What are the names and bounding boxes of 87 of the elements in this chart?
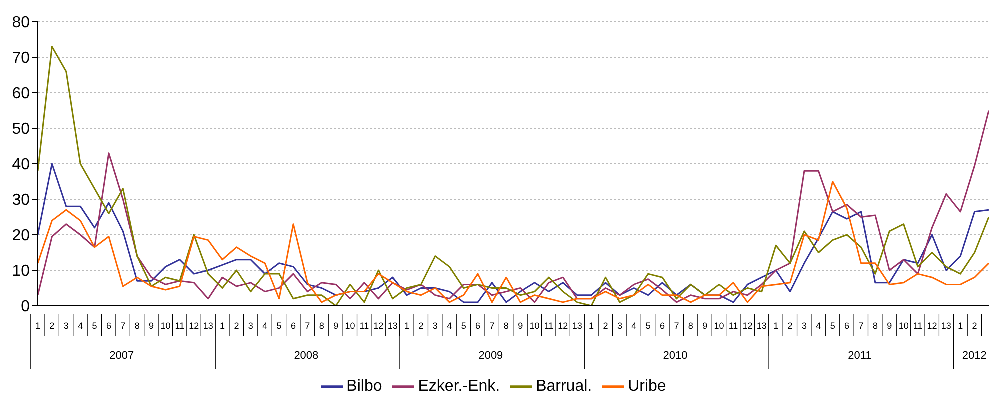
text: 2009 [478, 350, 504, 362]
x-tick-label: 7 [120, 321, 126, 331]
legend-label: Uribe [628, 378, 666, 396]
x-tick-label: 9 [334, 321, 339, 331]
y-tick-label: 80 [12, 14, 30, 32]
x-tick-label: 9 [149, 321, 154, 331]
x-tick-label: 9 [702, 321, 708, 331]
x-tick-label: 6 [106, 321, 112, 331]
x-tick-label: 6 [476, 321, 481, 331]
x-tick-label: 3 [802, 321, 807, 331]
x-tick-label: 12 [558, 321, 568, 331]
x-tick-label: 7 [490, 321, 495, 331]
x-tick-label: 13 [572, 321, 582, 331]
x-tick-label: 2 [788, 321, 793, 331]
x-tick-label: 2 [50, 321, 55, 331]
x-tick-label: 9 [887, 321, 892, 331]
x-tick-label: 3 [432, 321, 438, 331]
y-tick-label: 0 [21, 298, 30, 316]
x-tick-label: 4 [447, 321, 452, 331]
x-tick-label: 11 [913, 321, 923, 331]
x-tick-label: 13 [941, 321, 952, 331]
x-tick-label: 3 [617, 321, 622, 331]
x-tick-label: 13 [203, 321, 214, 331]
x-tick-label: 10 [160, 321, 171, 331]
x-tick-label: 12 [374, 321, 384, 331]
x-tick-label: 2 [603, 321, 608, 331]
x-tick-label: 1 [589, 321, 594, 331]
y-tick-label: 60 [12, 86, 30, 103]
x-tick-label: 12 [927, 321, 938, 331]
x-tick-label: 13 [756, 321, 767, 331]
x-tick-label: 12 [742, 321, 753, 331]
x-tick-label: 4 [816, 321, 822, 331]
x-tick-label: 4 [632, 321, 637, 331]
x-tick-label: 10 [714, 321, 724, 331]
y-tick-label: 40 [12, 156, 30, 174]
x-tick-label: 7 [858, 321, 864, 331]
y-tick-label: 50 [12, 121, 30, 138]
x-tick-label: 6 [844, 321, 850, 331]
x-tick-label: 5 [830, 321, 836, 331]
text: 2010 [663, 350, 688, 362]
legend-label: Ezker.-Enk. [418, 378, 500, 396]
text: 2007 [110, 350, 134, 362]
x-tick-label: 5 [92, 321, 98, 331]
text: 2011 [848, 350, 872, 362]
x-tick-label: 1 [404, 321, 410, 331]
x-tick-label: 8 [319, 321, 324, 331]
x-tick-label: 11 [544, 321, 554, 331]
x-tick-label: 10 [530, 321, 540, 331]
y-tick-label: 70 [12, 50, 30, 68]
x-tick-label: 2 [972, 321, 978, 331]
y-tick-label: 10 [12, 263, 30, 280]
text: 2008 [294, 350, 319, 362]
text: 2012 [962, 350, 987, 362]
x-tick-label: 9 [518, 321, 524, 331]
x-tick-label: 3 [64, 321, 69, 331]
x-tick-label: 2 [418, 321, 424, 331]
x-tick-label: 8 [872, 321, 878, 331]
x-tick-label: 8 [504, 321, 509, 331]
x-tick-label: 5 [276, 321, 282, 331]
x-tick-label: 12 [189, 321, 200, 331]
x-tick-label: 8 [688, 321, 694, 331]
legend-label: Barrual. [536, 378, 592, 396]
x-tick-label: 10 [345, 321, 356, 331]
x-tick-label: 11 [360, 321, 370, 331]
x-tick-label: 2 [234, 321, 240, 331]
legend-label: Bilbo [346, 378, 382, 396]
y-tick-label: 20 [12, 228, 30, 245]
x-tick-label: 7 [305, 321, 310, 331]
x-tick-label: 8 [134, 321, 140, 331]
x-tick-label: 13 [388, 321, 398, 331]
x-tick-label: 3 [248, 321, 254, 331]
x-tick-label: 6 [660, 321, 666, 331]
x-tick-label: 11 [728, 321, 738, 331]
x-tick-label: 6 [290, 321, 296, 331]
x-tick-label: 7 [674, 321, 680, 331]
x-tick-label: 4 [78, 321, 84, 331]
x-tick-label: 1 [774, 321, 779, 331]
x-tick-label: 10 [898, 321, 909, 331]
y-tick-label: 30 [12, 192, 30, 210]
x-tick-label: 5 [461, 321, 466, 331]
x-tick-label: 4 [262, 321, 268, 331]
line-series [37, 110, 989, 304]
x-tick-label: 5 [646, 321, 651, 331]
x-tick-label: 1 [958, 321, 964, 331]
x-tick-label: 1 [35, 321, 41, 331]
x-tick-label: 1 [220, 321, 226, 331]
x-tick-label: 11 [175, 321, 185, 331]
